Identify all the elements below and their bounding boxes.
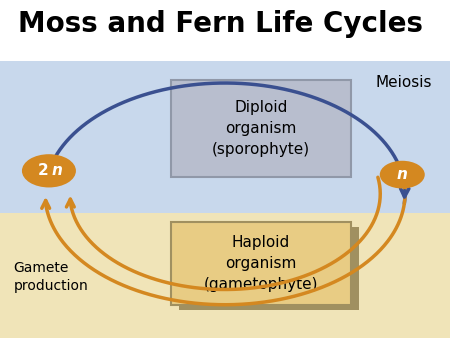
Text: Diploid
organism
(sporophyte): Diploid organism (sporophyte) — [212, 100, 310, 157]
Text: n: n — [397, 167, 408, 182]
Text: Haploid
organism
(gametophyte): Haploid organism (gametophyte) — [204, 235, 318, 292]
FancyBboxPatch shape — [171, 80, 351, 177]
Text: n: n — [51, 163, 62, 178]
Bar — [0, 61, 450, 213]
Circle shape — [380, 161, 425, 189]
Text: Moss and Fern Life Cycles: Moss and Fern Life Cycles — [18, 10, 423, 38]
FancyBboxPatch shape — [171, 222, 351, 305]
Bar — [0, 213, 450, 338]
Circle shape — [22, 154, 76, 188]
Text: Gamete
production: Gamete production — [14, 261, 88, 293]
FancyBboxPatch shape — [179, 226, 359, 310]
Text: Meiosis: Meiosis — [375, 75, 432, 90]
Text: 2: 2 — [38, 163, 49, 178]
